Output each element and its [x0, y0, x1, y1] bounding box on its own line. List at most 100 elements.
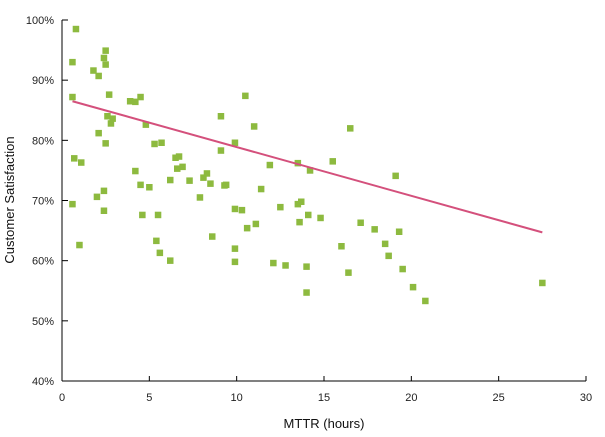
data-points	[69, 25, 546, 305]
data-point	[231, 258, 239, 266]
data-point	[217, 147, 225, 154]
data-point	[345, 269, 352, 276]
data-point	[385, 252, 392, 260]
data-point	[95, 129, 102, 137]
data-point	[371, 226, 378, 233]
data-point	[347, 125, 354, 132]
axes	[61, 20, 586, 382]
y-tick-label: 70%	[32, 196, 54, 208]
y-tick-label: 40%	[32, 376, 54, 388]
data-point	[231, 205, 239, 213]
data-point	[72, 25, 80, 33]
data-point	[539, 279, 546, 287]
data-point	[409, 283, 417, 291]
x-tick-label: 10	[231, 392, 243, 404]
data-point	[146, 184, 153, 191]
data-point	[303, 263, 310, 270]
data-point	[174, 165, 181, 172]
x-ticks: 0 5 10 15 20 25 30	[59, 376, 592, 404]
data-point	[282, 262, 289, 269]
x-tick-label: 5	[146, 392, 152, 404]
data-point	[381, 240, 389, 248]
data-point	[207, 180, 214, 187]
data-point	[137, 181, 144, 189]
data-point	[69, 58, 76, 66]
data-point	[357, 219, 364, 226]
y-axis-title: Customer Satisfaction	[2, 136, 17, 263]
data-point	[158, 139, 165, 146]
data-point	[296, 218, 303, 226]
x-tick-label: 20	[405, 392, 417, 404]
data-point	[100, 187, 108, 195]
trendline-group	[72, 100, 543, 234]
data-point	[102, 140, 109, 147]
data-point	[154, 211, 162, 219]
trendline	[72, 100, 543, 234]
data-point	[243, 224, 251, 232]
data-point	[200, 174, 207, 181]
data-point	[107, 120, 115, 127]
data-point	[175, 153, 183, 160]
data-point	[76, 241, 83, 249]
data-point	[303, 289, 310, 296]
data-point	[250, 123, 258, 130]
data-point	[105, 91, 113, 98]
data-point	[132, 98, 139, 106]
data-point	[294, 200, 302, 208]
data-point	[179, 163, 186, 171]
x-tick-label: 15	[318, 392, 330, 404]
data-point	[257, 185, 265, 193]
data-point	[196, 194, 204, 201]
data-point	[167, 176, 174, 184]
data-point	[156, 249, 164, 257]
data-point	[137, 93, 144, 101]
x-axis-title: MTTR (hours)	[284, 416, 365, 431]
data-point	[167, 257, 174, 264]
data-point	[132, 167, 139, 175]
data-point	[203, 170, 211, 177]
x-tick-label: 0	[59, 392, 65, 404]
data-point	[338, 243, 345, 250]
data-point	[126, 98, 134, 105]
data-point	[172, 154, 179, 161]
data-point	[395, 228, 403, 235]
data-point	[422, 297, 429, 305]
data-point	[102, 61, 109, 68]
data-point	[317, 214, 324, 222]
data-point	[329, 158, 336, 165]
data-point	[109, 115, 116, 122]
data-point	[102, 47, 109, 54]
data-point	[139, 211, 146, 219]
y-tick-label: 90%	[32, 75, 54, 87]
data-point	[153, 237, 160, 245]
data-point	[71, 155, 78, 162]
data-point	[222, 181, 230, 189]
data-point	[305, 211, 312, 219]
y-tick-label: 60%	[32, 256, 54, 268]
data-point	[306, 167, 314, 174]
data-point	[217, 113, 225, 120]
data-point	[209, 233, 216, 240]
x-tick-label: 30	[580, 392, 592, 404]
y-tick-label: 80%	[32, 135, 54, 147]
data-point	[151, 140, 158, 148]
y-tick-label: 100%	[26, 15, 54, 27]
data-point	[104, 113, 111, 120]
data-point	[93, 193, 101, 201]
data-point	[69, 93, 76, 101]
y-tick-label: 50%	[32, 316, 54, 328]
data-point	[252, 220, 260, 228]
data-point	[100, 207, 108, 214]
data-point	[186, 177, 193, 184]
data-point	[142, 121, 150, 128]
data-point	[242, 92, 249, 100]
data-point	[95, 72, 102, 80]
data-point	[231, 139, 239, 146]
data-point	[399, 265, 406, 273]
data-point	[277, 203, 284, 211]
data-point	[298, 198, 305, 205]
y-ticks: 40% 50% 60% 70% 80% 90% 100%	[26, 15, 68, 388]
data-point	[266, 161, 274, 169]
data-point	[69, 200, 76, 208]
